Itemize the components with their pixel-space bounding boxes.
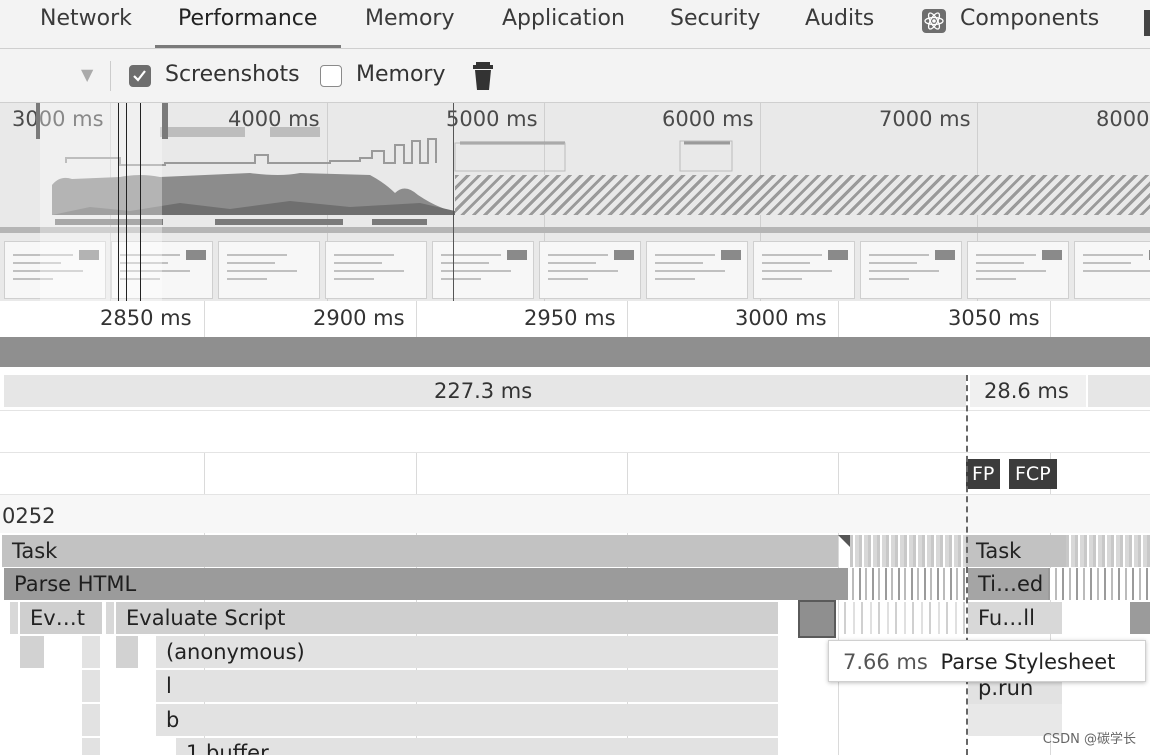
fp-marker[interactable]: FP — [966, 459, 1001, 489]
tab-components[interactable]: Components — [960, 6, 1100, 31]
tooltip-event-name: Parse Stylesheet — [940, 650, 1116, 674]
screenshot-thumbnail[interactable] — [646, 241, 748, 299]
toolbar-divider — [110, 61, 111, 91]
screenshots-checkbox[interactable] — [129, 65, 151, 87]
screenshot-thumbnail[interactable] — [753, 241, 855, 299]
watermark: CSDN @碳学长 — [1042, 732, 1136, 747]
flame-block[interactable] — [10, 602, 18, 634]
overview-marker-line — [453, 103, 454, 301]
flame-block[interactable] — [106, 602, 114, 634]
flame-parse-html[interactable]: Ti…ed — [968, 568, 1048, 600]
timeline-overview[interactable]: 3000 ms 4000 ms 5000 ms 6000 ms 7000 ms … — [0, 103, 1150, 301]
screenshot-thumbnail[interactable] — [967, 241, 1069, 299]
dropdown-arrow-icon[interactable]: ▼ — [81, 65, 94, 84]
overview-tick: 5000 ms — [446, 107, 538, 131]
frame-duration: 28.6 ms — [984, 379, 1069, 403]
frame-block[interactable] — [1088, 375, 1150, 407]
thread-header[interactable] — [0, 495, 1150, 533]
screenshot-thumbnail[interactable] — [325, 241, 427, 299]
flame-tooltip: 7.66 ms Parse Stylesheet — [828, 640, 1146, 682]
flame-function-call[interactable]: Fu…ll — [968, 602, 1062, 634]
track-divider — [0, 494, 1150, 495]
flame-parse-stylesheet-selected[interactable] — [798, 600, 836, 638]
track-divider — [0, 410, 1150, 411]
ruler-tick: 3000 ms — [735, 306, 827, 330]
flame-evaluate-short[interactable]: Ev…t — [20, 602, 102, 634]
flame-task[interactable]: Task — [2, 535, 838, 567]
overview-tick: 7000 ms — [879, 107, 971, 131]
tab-security[interactable]: Security — [670, 6, 761, 31]
frame-block[interactable] — [970, 375, 1086, 407]
screenshot-thumbnail[interactable] — [432, 241, 534, 299]
react-icon — [922, 9, 946, 33]
overview-tick: 6000 ms — [662, 107, 754, 131]
screenshot-thumbnail[interactable] — [4, 241, 106, 299]
flame-block[interactable] — [82, 704, 100, 736]
screenshot-thumbnail[interactable] — [539, 241, 641, 299]
overview-cursor-line — [118, 103, 119, 301]
flame-parse-fragments[interactable] — [1048, 568, 1150, 600]
tab-network[interactable]: Network — [40, 6, 132, 31]
cpu-activity-graph — [0, 127, 1150, 233]
tab-audits[interactable]: Audits — [805, 6, 875, 31]
ruler-tick: 2900 ms — [313, 306, 405, 330]
flame-parse-html[interactable]: Parse HTML — [4, 568, 846, 600]
tab-application[interactable]: Application — [502, 6, 625, 31]
selection-window[interactable] — [40, 103, 162, 301]
track-divider — [0, 452, 1150, 453]
screenshot-thumbnail[interactable] — [218, 241, 320, 299]
ruler-tick: 2850 ms — [100, 306, 192, 330]
tab-memory[interactable]: Memory — [365, 6, 455, 31]
long-task-corner-icon — [838, 535, 850, 547]
frame-duration: 227.3 ms — [434, 379, 533, 403]
fp-dashed-line — [966, 375, 968, 755]
flame-block[interactable] — [82, 738, 100, 755]
flame-task-fragments[interactable] — [850, 535, 968, 567]
overflow-icon[interactable] — [1144, 10, 1150, 36]
ruler-tick: 3050 ms — [948, 306, 1040, 330]
tab-performance[interactable]: Performance — [178, 6, 318, 31]
flame-block[interactable] — [968, 704, 1062, 736]
flame-anonymous[interactable]: (anonymous) — [156, 636, 778, 668]
overview-tick: 3000 ms — [12, 107, 104, 131]
devtools-tab-bar: Network Performance Memory Application S… — [0, 0, 1150, 49]
flame-b[interactable]: b — [156, 704, 778, 736]
selection-handle-right[interactable] — [162, 103, 168, 139]
screenshot-thumbnail[interactable] — [1074, 241, 1150, 299]
ruler-tick: 2950 ms — [524, 306, 616, 330]
overview-cursor-line — [126, 103, 127, 301]
flame-parse-fragments[interactable] — [846, 568, 966, 600]
overview-cursor-line — [140, 103, 141, 301]
screenshot-thumbnail[interactable] — [860, 241, 962, 299]
flame-evaluate-script[interactable]: Evaluate Script — [116, 602, 778, 634]
flame-block[interactable] — [82, 670, 100, 702]
flame-block[interactable] — [1130, 602, 1150, 634]
time-ruler: 2850 ms 2900 ms 2950 ms 3000 ms 3050 ms — [0, 301, 1150, 338]
overview-tick: 8000 — [1096, 107, 1150, 131]
memory-checkbox[interactable] — [320, 65, 342, 87]
network-track[interactable] — [0, 337, 1150, 367]
flame-block[interactable] — [116, 636, 138, 668]
screenshot-thumbnail[interactable] — [111, 241, 213, 299]
flame-block[interactable] — [20, 636, 44, 668]
trash-icon[interactable] — [472, 61, 494, 95]
selection-handle-left[interactable] — [36, 103, 40, 139]
flame-task-fragments[interactable] — [1066, 535, 1150, 567]
thread-label: 0252 — [2, 504, 56, 528]
performance-toolbar: ▼ Screenshots Memory — [0, 49, 1150, 103]
flame-buffer[interactable]: 1.buffer — [176, 738, 778, 755]
frame-block[interactable] — [4, 375, 966, 407]
flame-task[interactable]: Task — [966, 535, 1066, 567]
memory-label: Memory — [356, 62, 446, 87]
flame-eval-fragments[interactable] — [844, 602, 966, 634]
fcp-marker[interactable]: FCP — [1009, 459, 1057, 489]
active-tab-indicator — [155, 45, 341, 48]
tooltip-duration: 7.66 ms — [843, 650, 928, 674]
flame-l[interactable]: l — [156, 670, 778, 702]
idle-hatch-area — [455, 175, 1150, 215]
flame-block[interactable] — [82, 636, 100, 668]
screenshots-label: Screenshots — [165, 62, 300, 87]
